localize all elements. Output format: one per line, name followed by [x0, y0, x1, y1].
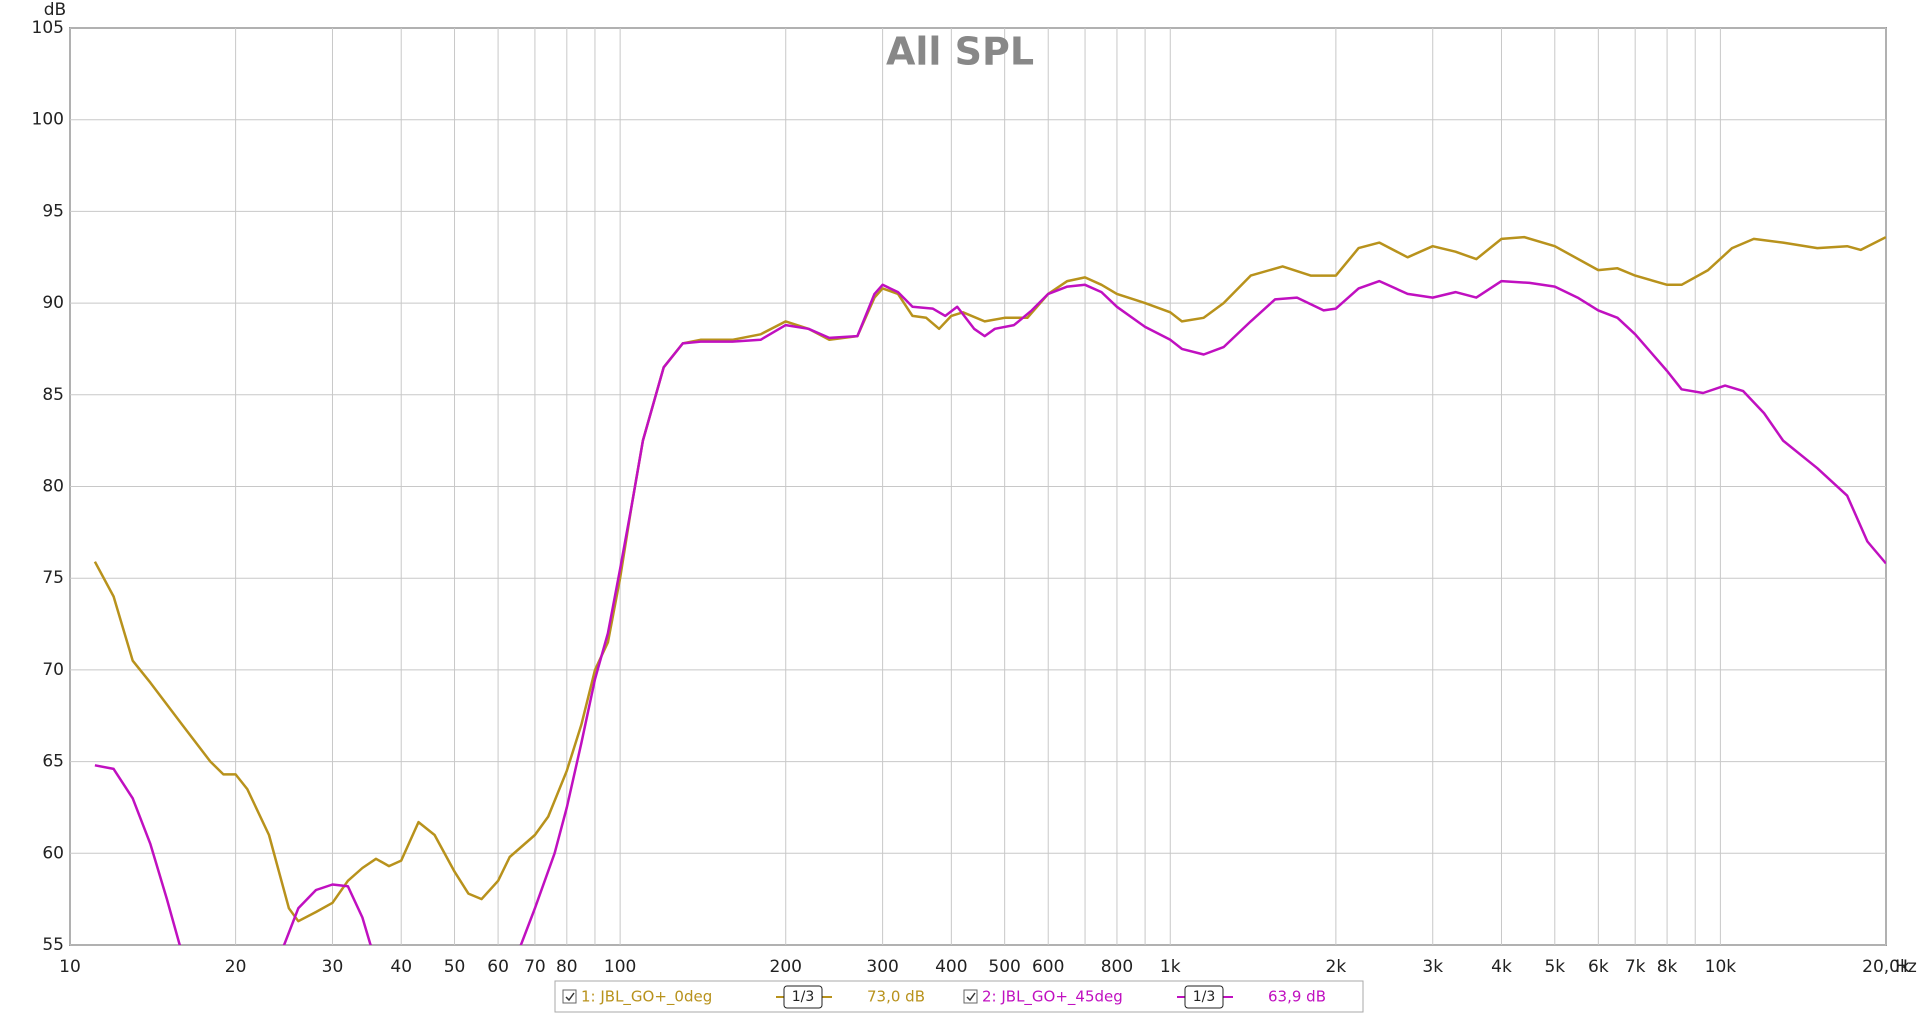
- smoothing-badge[interactable]: [783, 985, 823, 1009]
- legend-checkmark: [565, 992, 575, 1002]
- y-tick-label: 80: [42, 477, 64, 497]
- smoothing-badge[interactable]: [1184, 985, 1224, 1009]
- y-tick-label: 100: [32, 110, 64, 130]
- y-tick-label: 55: [42, 935, 64, 955]
- x-tick-label: 1k: [1160, 957, 1181, 977]
- x-tick-label: 500: [988, 957, 1020, 977]
- legend-name: 2: JBL_GO+_45deg: [982, 988, 1123, 1007]
- x-tick-label: 50: [444, 957, 466, 977]
- y-tick-label: 70: [42, 660, 64, 680]
- x-tick-label: 30: [322, 957, 344, 977]
- x-tick-label: 100: [604, 957, 636, 977]
- series-line: [93, 235, 1886, 923]
- x-tick-label: 10: [59, 957, 81, 977]
- legend-checkbox[interactable]: [562, 989, 577, 1004]
- x-tick-label: 20,0k: [1862, 957, 1910, 977]
- x-tick-label: 6k: [1588, 957, 1609, 977]
- smoothing-label: 1/3: [1193, 989, 1216, 1005]
- y-tick-label: 65: [42, 752, 64, 772]
- x-tick-label: 10k: [1705, 957, 1737, 977]
- x-tick-label: 5k: [1544, 957, 1565, 977]
- x-tick-label: 20: [225, 957, 247, 977]
- legend-name: 1: JBL_GO+_0deg: [581, 988, 712, 1007]
- x-tick-label: 200: [770, 957, 802, 977]
- legend-level: 63,9 dB: [1268, 988, 1326, 1006]
- x-tick-label: 4k: [1491, 957, 1512, 977]
- y-axis-label: dB: [44, 0, 66, 20]
- y-tick-label: 85: [42, 385, 64, 405]
- x-tick-label: 80: [556, 957, 578, 977]
- x-tick-label: 8k: [1657, 957, 1678, 977]
- y-tick-label: 60: [42, 843, 64, 863]
- x-tick-label: 800: [1101, 957, 1133, 977]
- y-tick-label: 75: [42, 568, 64, 588]
- legend-checkbox[interactable]: [963, 989, 978, 1004]
- x-tick-label: 400: [935, 957, 967, 977]
- x-tick-label: 70: [524, 957, 546, 977]
- smoothing-label: 1/3: [792, 989, 815, 1005]
- x-tick-label: 600: [1032, 957, 1064, 977]
- chart-title: All SPL: [886, 30, 1034, 74]
- y-tick-label: 90: [42, 293, 64, 313]
- y-tick-label: 95: [42, 201, 64, 221]
- legend-checkmark: [966, 992, 976, 1002]
- legend-level: 73,0 dB: [867, 988, 925, 1006]
- x-axis-label: Hz: [1895, 957, 1917, 977]
- x-tick-label: 300: [866, 957, 898, 977]
- x-tick-label: 60: [487, 957, 509, 977]
- x-tick-label: 3k: [1422, 957, 1443, 977]
- x-tick-label: 40: [390, 957, 412, 977]
- series-line: [94, 279, 1886, 945]
- x-tick-label: 7k: [1625, 957, 1646, 977]
- y-tick-label: 105: [32, 18, 64, 38]
- x-tick-label: 2k: [1326, 957, 1347, 977]
